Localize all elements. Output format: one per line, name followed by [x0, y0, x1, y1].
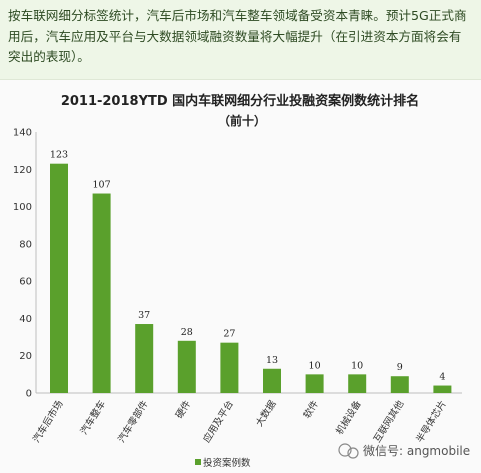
x-tick-label: 半导体芯片 [414, 398, 449, 445]
x-tick-label: 汽车后市场 [30, 398, 65, 445]
y-tick-label: 60 [19, 277, 32, 288]
wechat-icon [338, 443, 352, 457]
bar [92, 193, 111, 393]
y-tick-label: 0 [26, 389, 32, 400]
chart-title: 2011-2018YTD 国内车联网细分行业投融资案例数统计排名 [61, 93, 419, 109]
x-tick-label: 软件 [301, 398, 322, 421]
x-tick-label: 机械设备 [333, 398, 364, 437]
watermark-text: 微信号: angmobile [363, 444, 470, 458]
data-label: 28 [181, 327, 193, 338]
y-tick-label: 20 [19, 351, 32, 362]
x-tick-label: 硬件 [173, 398, 194, 421]
legend-label: 投资案例数 [203, 457, 251, 469]
x-tick-label: 大数据 [253, 398, 279, 429]
data-label: 10 [309, 360, 321, 371]
bar [263, 368, 281, 393]
data-label: 10 [351, 360, 363, 371]
data-label: 27 [223, 329, 235, 340]
bar [433, 385, 452, 393]
bar [348, 374, 367, 393]
bar [220, 342, 239, 393]
data-label: 123 [50, 150, 68, 161]
bar [305, 374, 324, 393]
chart-card: 2011-2018YTD 国内车联网细分行业投融资案例数统计排名 （前十） 0 2… [0, 80, 481, 473]
y-tick-label: 120 [13, 165, 32, 176]
bar-series: 123 汽车后市场 107 汽车整车 37 汽车零部件 28 硬件 27 应用及平台 13 大数据 10… [30, 150, 452, 445]
data-label: 13 [266, 355, 278, 366]
chart-subtitle: （前十） [218, 113, 266, 128]
x-tick-label: 汽车整车 [78, 398, 108, 437]
data-label: 4 [439, 372, 445, 383]
legend-swatch [195, 459, 201, 465]
data-label: 107 [93, 180, 111, 191]
bar-chart: 2011-2018YTD 国内车联网细分行业投融资案例数统计排名 （前十） 0 2… [13, 93, 470, 469]
x-tick-label: 互联网其他 [371, 398, 407, 445]
watermark: 微信号: angmobile [338, 443, 470, 459]
y-tick-label: 140 [13, 128, 32, 139]
bar [177, 340, 196, 393]
data-label: 37 [138, 310, 150, 321]
y-tick-label: 100 [13, 202, 32, 213]
bar [50, 163, 68, 393]
x-tick-label: 应用及平台 [201, 398, 236, 445]
y-tick-label: 80 [19, 239, 32, 250]
data-label: 9 [397, 362, 403, 373]
intro-panel: 按车联网细分标签统计，汽车后市场和汽车整车领域备受资本青睐。预计5G正式商用后，… [0, 0, 481, 80]
intro-text: 按车联网细分标签统计，汽车后市场和汽车整车领域备受资本青睐。预计5G正式商用后，… [8, 8, 467, 64]
bar [135, 324, 154, 393]
x-tick-label: 汽车零部件 [115, 398, 151, 445]
chart-legend: 投资案例数 [195, 457, 251, 469]
wechat-icon-bubble [347, 447, 359, 459]
y-tick-label: 40 [19, 314, 32, 325]
bar [390, 376, 409, 393]
